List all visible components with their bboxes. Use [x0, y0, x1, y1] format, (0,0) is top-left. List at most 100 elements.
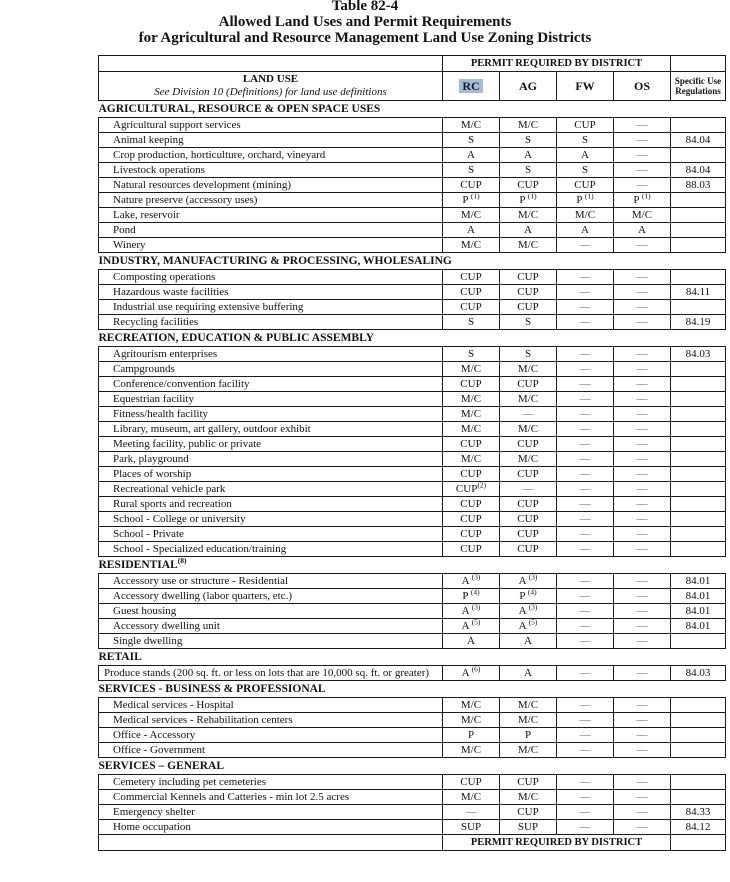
permit-cell-os: — — [613, 618, 671, 634]
table-row: Places of worship CUP CUP — — — [98, 466, 726, 482]
specific-use-regulation-cell — [670, 237, 726, 253]
permit-cell-ag: A — [499, 665, 557, 681]
permit-cell-os: — — [613, 526, 671, 542]
permit-banner: PERMIT REQUIRED BY DISTRICT — [442, 55, 671, 72]
table-row: Hazardous waste facilities CUP CUP — —84.11 — [98, 284, 726, 300]
land-use-cell: Agricultural support services — [98, 117, 443, 133]
permit-cell-fw: — — [556, 391, 614, 407]
table-row: Single dwelling A A — — — [98, 633, 726, 649]
permit-cell-fw: — — [556, 665, 614, 681]
section-title-row: AGRICULTURAL, RESOURCE & OPEN SPACE USES — [99, 101, 726, 118]
section-title: INDUSTRY, MANUFACTURING & PROCESSING, WH… — [98, 255, 452, 267]
permit-cell-fw: — — [556, 284, 614, 300]
permit-cell-fw: — — [556, 541, 614, 557]
permit-cell-fw: — — [556, 466, 614, 482]
permit-cell-fw: — — [556, 451, 614, 467]
table-title-block: Table 82-4 Allowed Land Uses and Permit … — [0, 0, 730, 46]
permit-cell-rc: SUP — [442, 819, 500, 835]
permit-cell-rc: M/C — [442, 421, 500, 437]
land-use-cell: Cemetery including pet cemeteries — [98, 774, 443, 790]
permit-cell-ag: CUP — [499, 284, 557, 300]
specific-use-regulation-cell — [670, 192, 726, 208]
permit-cell-rc: M/C — [442, 697, 500, 713]
permit-cell-rc: M/C — [442, 406, 500, 422]
table-row: Campgrounds M/C M/C — — — [98, 361, 726, 377]
specific-use-regulations-header: Specific Use Regulations — [670, 71, 726, 101]
permit-cell-os: — — [613, 147, 671, 163]
table-row: Lake, reservoir M/C M/C M/C M/C — [98, 207, 726, 223]
permit-cell-fw: S — [556, 132, 614, 148]
permit-cell-rc: CUP — [442, 466, 500, 482]
permit-cell-ag: P — [499, 727, 557, 743]
permit-cell-ag: CUP — [499, 299, 557, 315]
permit-cell-rc: M/C — [442, 712, 500, 728]
land-use-cell: Accessory dwelling unit — [98, 618, 443, 634]
permit-cell-os: P (1) — [613, 192, 671, 208]
permit-cell-fw: — — [556, 618, 614, 634]
table-row: Office - Accessory P P — — — [98, 727, 726, 743]
permit-cell-ag: — — [499, 406, 557, 422]
section-title: RETAIL — [98, 651, 142, 663]
section-title-row: SERVICES - BUSINESS & PROFESSIONAL — [99, 681, 726, 698]
permit-cell-os: — — [613, 511, 671, 527]
permit-cell-os: — — [613, 712, 671, 728]
permit-cell-fw: CUP — [556, 117, 614, 133]
footer-permit-banner: PERMIT REQUIRED BY DISTRICT — [442, 834, 671, 851]
land-use-cell: Industrial use requiring extensive buffe… — [98, 299, 443, 315]
specific-use-regulation-cell: 84.19 — [670, 314, 726, 330]
land-use-cell: Conference/convention facility — [98, 376, 443, 392]
permit-cell-rc: S — [442, 162, 500, 178]
permit-cell-os: — — [613, 299, 671, 315]
permit-cell-os: — — [613, 819, 671, 835]
permit-cell-ag: A — [499, 222, 557, 238]
land-use-cell: Commercial Kennels and Catteries - min l… — [98, 789, 443, 805]
permit-cell-os: — — [613, 603, 671, 619]
table-row: Livestock operations S S S —84.04 — [98, 162, 726, 178]
permit-cell-fw: — — [556, 346, 614, 362]
table-row: Agricultural support services M/C M/C CUP — — [98, 117, 726, 133]
permit-cell-ag: M/C — [499, 361, 557, 377]
permit-cell-os: — — [613, 376, 671, 392]
table-row: Agritourism enterprises S S — —84.03 — [98, 346, 726, 362]
specific-use-regulation-cell: 84.01 — [670, 588, 726, 604]
table-row: Emergency shelter — CUP — —84.33 — [98, 804, 726, 820]
permit-cell-fw: P (1) — [556, 192, 614, 208]
permit-cell-rc: S — [442, 132, 500, 148]
specific-use-regulation-cell — [670, 222, 726, 238]
section-title: AGRICULTURAL, RESOURCE & OPEN SPACE USES — [98, 103, 381, 115]
permit-cell-ag: CUP — [499, 466, 557, 482]
specific-use-regulation-cell — [670, 712, 726, 728]
table-row: Produce stands (200 sq. ft. or less on l… — [98, 665, 726, 681]
permit-cell-ag: CUP — [499, 526, 557, 542]
permit-cell-ag: CUP — [499, 804, 557, 820]
permit-cell-rc: CUP — [442, 774, 500, 790]
table-row: Meeting facility, public or private CUP CU… — [98, 436, 726, 452]
permit-cell-os: — — [613, 665, 671, 681]
permit-cell-fw: — — [556, 299, 614, 315]
permit-cell-os: — — [613, 177, 671, 193]
permit-cell-os: — — [613, 436, 671, 452]
permit-cell-ag: CUP — [499, 541, 557, 557]
permit-cell-ag: SUP — [499, 819, 557, 835]
table-row: Recycling facilities S S — —84.19 — [98, 314, 726, 330]
table-heading-line-2: for Agricultural and Resource Management… — [138, 30, 592, 46]
specific-use-regulation-cell — [670, 451, 726, 467]
permit-cell-fw: A — [556, 147, 614, 163]
header-empty-cell-right — [670, 55, 726, 72]
section-title-row: INDUSTRY, MANUFACTURING & PROCESSING, WH… — [99, 253, 726, 270]
table-row: Accessory use or structure - Residential… — [98, 573, 726, 589]
permit-cell-ag: S — [499, 162, 557, 178]
permit-cell-os: — — [613, 774, 671, 790]
permit-cell-rc: A (3) — [442, 603, 500, 619]
land-use-cell: Produce stands (200 sq. ft. or less on l… — [98, 665, 443, 681]
specific-use-regulation-cell: 84.04 — [670, 162, 726, 178]
permit-cell-fw: — — [556, 633, 614, 649]
section-title-row: RECREATION, EDUCATION & PUBLIC ASSEMBLY — [99, 330, 726, 347]
table-row: Office - Government M/C M/C — — — [98, 742, 726, 758]
table-row: Library, museum, art gallery, outdoor ex… — [98, 421, 726, 437]
permit-cell-fw: M/C — [556, 207, 614, 223]
district-header-ag: AG — [499, 71, 557, 101]
permit-cell-os: — — [613, 406, 671, 422]
permit-cell-os: — — [613, 789, 671, 805]
permit-cell-rc: M/C — [442, 391, 500, 407]
